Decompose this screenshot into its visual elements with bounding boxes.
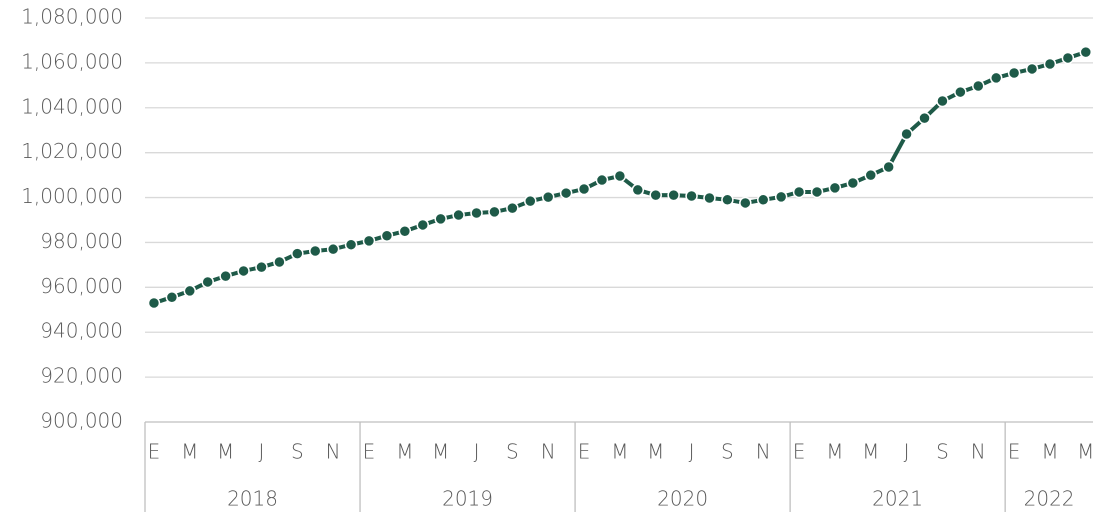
x-tick-label: E bbox=[148, 440, 161, 464]
x-tick-label: N bbox=[541, 440, 556, 464]
data-point bbox=[416, 218, 430, 232]
x-tick-label: M bbox=[217, 440, 234, 464]
year-label: 2019 bbox=[442, 487, 493, 511]
data-point bbox=[667, 188, 680, 202]
data-point bbox=[183, 284, 197, 298]
data-point bbox=[398, 224, 412, 238]
data-point bbox=[721, 193, 734, 207]
x-tick-label: E bbox=[363, 440, 376, 464]
data-point bbox=[846, 176, 860, 190]
x-tick-label: M bbox=[396, 440, 413, 464]
y-tick-label: 900,000 bbox=[40, 409, 123, 433]
data-point bbox=[434, 212, 447, 226]
x-tick-label: E bbox=[793, 440, 806, 464]
data-point bbox=[1007, 66, 1021, 80]
x-tick-label: E bbox=[1008, 440, 1021, 464]
y-tick-label: 940,000 bbox=[40, 319, 123, 343]
data-point bbox=[936, 94, 949, 108]
data-point bbox=[380, 229, 394, 242]
data-point bbox=[524, 194, 537, 208]
x-tick-label: M bbox=[647, 440, 664, 464]
x-tick-label: S bbox=[291, 440, 304, 464]
data-point bbox=[989, 71, 1003, 85]
data-point bbox=[577, 182, 591, 196]
data-point bbox=[237, 264, 250, 278]
data-point bbox=[649, 188, 662, 202]
y-tick-label: 960,000 bbox=[40, 274, 123, 298]
x-tick-label: S bbox=[506, 440, 519, 464]
data-point bbox=[613, 169, 627, 183]
data-point bbox=[810, 185, 824, 199]
data-point bbox=[631, 183, 645, 197]
year-label: 2022 bbox=[1024, 487, 1075, 511]
data-point bbox=[774, 190, 788, 204]
data-point bbox=[488, 205, 501, 219]
y-tick-label: 980,000 bbox=[40, 229, 123, 253]
data-point bbox=[864, 168, 878, 182]
data-point bbox=[918, 111, 931, 125]
data-point bbox=[308, 244, 322, 258]
year-label: 2020 bbox=[657, 487, 708, 511]
data-point bbox=[685, 189, 698, 203]
y-tick-label: 1,060,000 bbox=[21, 49, 123, 73]
x-tick-label: J bbox=[259, 440, 265, 464]
x-tick-label: J bbox=[474, 440, 480, 464]
data-point bbox=[165, 290, 179, 304]
y-tick-label: 1,040,000 bbox=[21, 94, 123, 118]
data-point bbox=[452, 208, 465, 222]
data-point bbox=[1079, 45, 1093, 59]
x-tick-label: N bbox=[756, 440, 771, 464]
data-point bbox=[954, 85, 967, 99]
x-tick-label: M bbox=[826, 440, 843, 464]
x-tick-label: N bbox=[971, 440, 986, 464]
x-tick-label: J bbox=[904, 440, 910, 464]
data-point bbox=[273, 255, 286, 269]
x-tick-label: M bbox=[181, 440, 198, 464]
data-point bbox=[828, 181, 842, 195]
data-point bbox=[470, 206, 483, 220]
y-tick-label: 1,000,000 bbox=[21, 184, 123, 208]
x-tick-label: M bbox=[611, 440, 628, 464]
year-label: 2018 bbox=[227, 487, 278, 511]
data-point bbox=[344, 238, 358, 251]
data-point bbox=[559, 186, 573, 200]
x-tick-label: M bbox=[432, 440, 449, 464]
x-tick-label: M bbox=[862, 440, 879, 464]
x-tick-label: N bbox=[326, 440, 341, 464]
data-point bbox=[703, 191, 716, 205]
x-tick-label: E bbox=[578, 440, 591, 464]
data-point bbox=[972, 79, 985, 93]
data-point bbox=[326, 242, 340, 256]
year-label: 2021 bbox=[872, 487, 923, 511]
data-point bbox=[595, 173, 609, 187]
data-point bbox=[255, 260, 268, 274]
x-tick-label: M bbox=[1077, 440, 1093, 464]
data-point bbox=[362, 234, 376, 248]
data-point bbox=[1043, 57, 1057, 71]
y-tick-label: 1,020,000 bbox=[21, 139, 123, 163]
x-tick-label: S bbox=[936, 440, 949, 464]
data-point bbox=[792, 185, 806, 199]
x-tick-label: M bbox=[1041, 440, 1058, 464]
y-tick-label: 1,080,000 bbox=[21, 5, 123, 29]
y-tick-label: 920,000 bbox=[40, 364, 123, 388]
data-point bbox=[900, 127, 913, 141]
data-point bbox=[219, 269, 232, 283]
data-point bbox=[1061, 51, 1075, 65]
data-point bbox=[291, 247, 304, 260]
data-point bbox=[1025, 62, 1039, 76]
data-point bbox=[147, 296, 161, 310]
data-point bbox=[756, 193, 770, 207]
x-tick-label: S bbox=[721, 440, 734, 464]
data-point bbox=[541, 190, 555, 204]
data-point bbox=[882, 160, 895, 174]
x-tick-label: J bbox=[689, 440, 695, 464]
data-point bbox=[506, 201, 519, 215]
data-point bbox=[739, 196, 752, 210]
data-point bbox=[201, 275, 214, 289]
